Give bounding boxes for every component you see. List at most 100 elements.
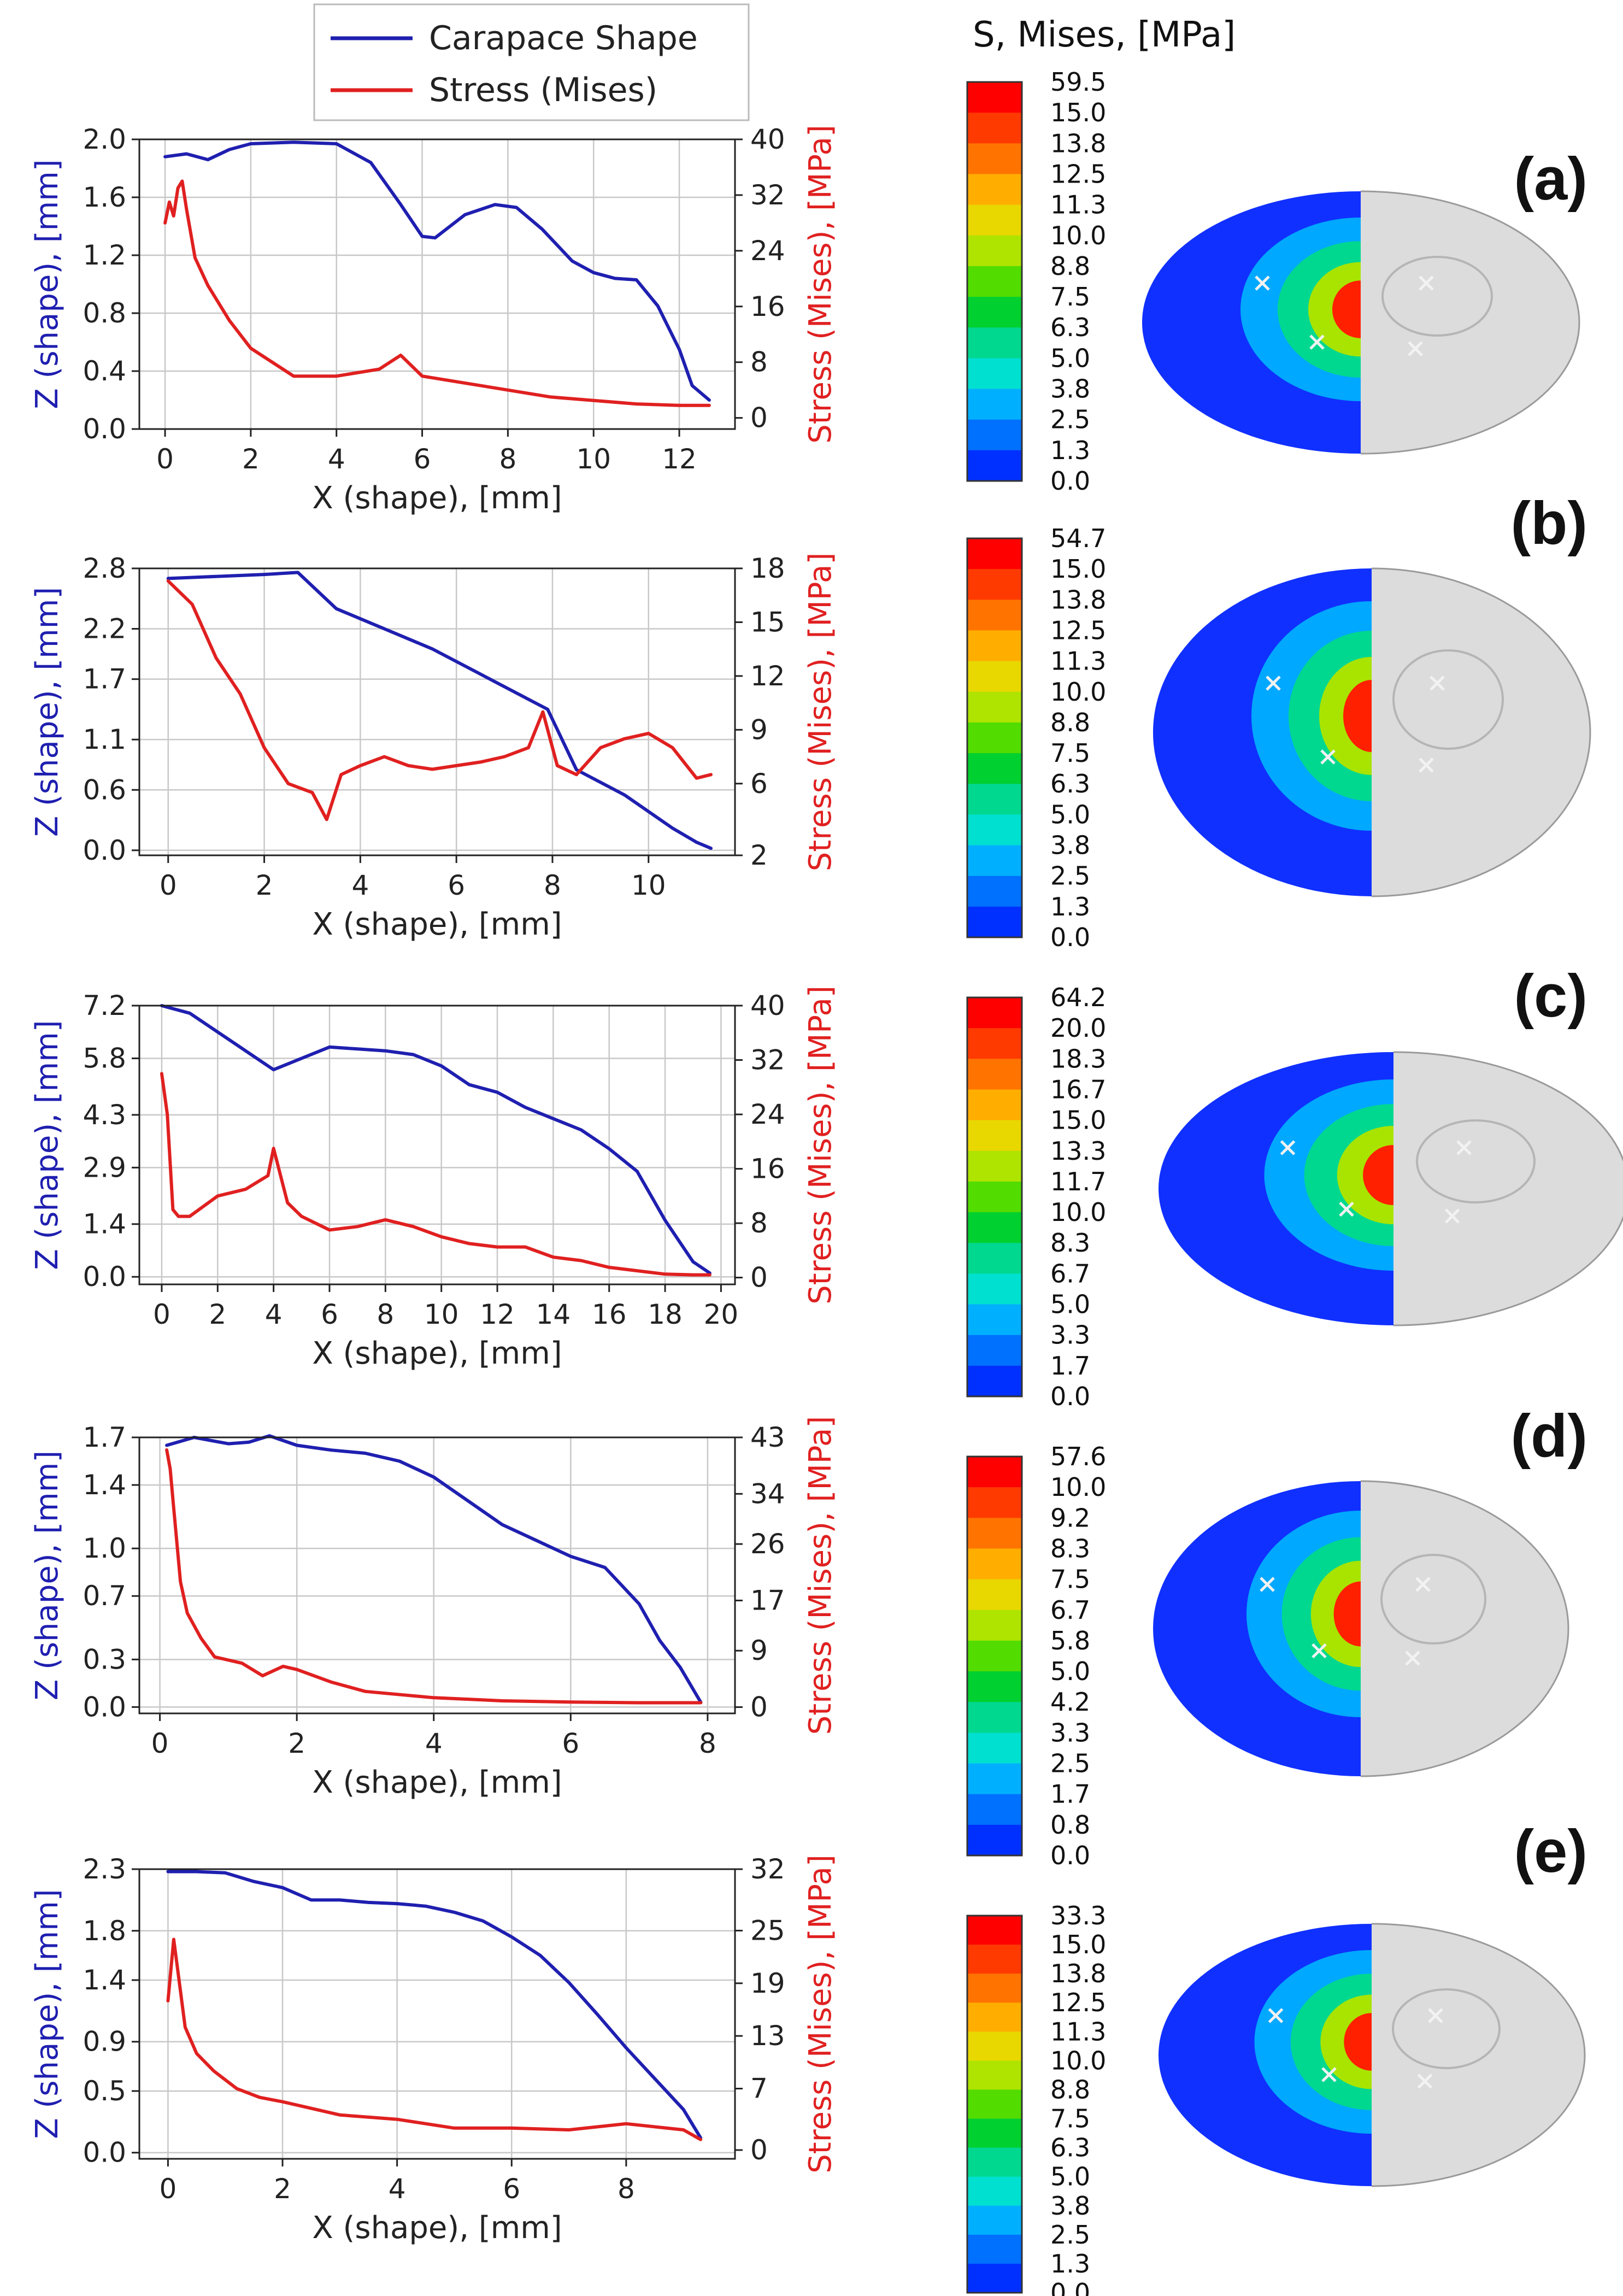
y-tick-label-right: 19	[750, 1968, 785, 1999]
colorbar-segment	[967, 906, 1022, 938]
colorbar-segment	[967, 2060, 1022, 2090]
y-tick-label-right: 25	[750, 1915, 785, 1946]
series-line-carapace-shape	[166, 571, 713, 850]
colorbar-segment	[967, 691, 1022, 723]
colorbar-segment	[967, 1548, 1022, 1580]
carapace-render-a	[1142, 190, 1580, 455]
colorbar-label: 6.7	[1050, 1595, 1090, 1625]
y-tick-label-left: 0.0	[83, 835, 126, 866]
colorbar-label: 5.8	[1050, 1626, 1090, 1655]
probe-marker	[1339, 1201, 1354, 1217]
x-tick-label: 2	[274, 2173, 291, 2205]
y-tick-label-right: 34	[750, 1478, 785, 1510]
colorbar-c: 64.220.018.316.715.013.311.710.08.36.75.…	[966, 983, 1106, 1411]
colorbar-label: 59.5	[1050, 67, 1106, 97]
colorbar-segment	[967, 2118, 1022, 2148]
colorbar-label: 3.3	[1050, 1320, 1090, 1350]
y-tick-label-left: 1.7	[83, 663, 126, 695]
probe-marker	[1309, 334, 1325, 350]
colorbar-segment	[967, 1579, 1022, 1611]
y-tick-label-left: 0.0	[83, 1261, 126, 1293]
x-tick-label: 8	[618, 2173, 635, 2205]
colorbar-label: 3.3	[1050, 1718, 1090, 1747]
colorbar-segment	[967, 600, 1022, 631]
colorbar-label: 0.0	[1050, 466, 1090, 496]
colorbar-segment	[967, 1945, 1022, 1974]
carapace-undeformed-half	[1372, 567, 1591, 897]
carapace-surface-ridge	[1380, 1554, 1486, 1645]
colorbar-d: 57.610.09.28.37.56.75.85.04.23.32.51.70.…	[966, 1442, 1106, 1870]
y-tick-label-right: 32	[750, 179, 785, 211]
colorbar-label: 2.5	[1050, 405, 1090, 434]
probe-marker	[1405, 1651, 1420, 1666]
y-tick-label-left: 0.7	[83, 1580, 126, 1612]
probe-marker	[1280, 1140, 1296, 1155]
probe-marker	[1417, 2074, 1433, 2089]
colorbar-label: 6.3	[1050, 769, 1090, 798]
y-axis-label-right: Stress (Mises), [MPa]	[803, 985, 838, 1304]
panel-label-b: (b)	[1511, 490, 1587, 557]
colorbar-segment	[967, 1457, 1022, 1488]
x-tick-label: 4	[351, 870, 369, 901]
colorbar-a: 59.515.013.812.511.310.08.87.56.35.03.82…	[966, 67, 1106, 496]
colorbar-segment	[967, 630, 1022, 662]
y-tick-label-right: 13	[750, 2020, 785, 2052]
colorbar-segment	[967, 2176, 1022, 2206]
colorbar-label: 13.8	[1050, 1959, 1106, 1988]
colorbar-label: 1.7	[1050, 1780, 1090, 1809]
colorbar-segment	[967, 419, 1022, 451]
y-tick-label-left: 7.2	[83, 990, 126, 1021]
y-tick-label-left: 0.0	[83, 413, 126, 445]
colorbar-label: 0.0	[1050, 1382, 1090, 1411]
plot-area	[139, 139, 735, 429]
colorbar-segment	[967, 235, 1022, 267]
x-axis-label: X (shape), [mm]	[312, 907, 562, 942]
y-tick-label-left: 0.0	[83, 1691, 126, 1723]
colorbar-label: 11.3	[1050, 647, 1106, 676]
colorbar-label: 7.5	[1050, 282, 1090, 312]
colorbar-segment	[967, 2089, 1022, 2119]
colorbar-label: 1.7	[1050, 1351, 1090, 1381]
y-tick-label-right: 8	[750, 1207, 768, 1239]
x-tick-label: 4	[425, 1728, 443, 1759]
colorbar-segment	[967, 814, 1022, 846]
colorbar-segment	[967, 2205, 1022, 2235]
colorbar-label: 8.8	[1050, 708, 1090, 737]
colorbar-label: 0.0	[1050, 923, 1090, 952]
probe-marker	[1419, 757, 1434, 773]
x-tick-label: 6	[414, 443, 431, 475]
colorbar-segment	[967, 997, 1022, 1029]
colorbar-label: 8.3	[1050, 1228, 1090, 1258]
colorbar-label: 15.0	[1050, 554, 1106, 584]
x-tick-label: 6	[448, 870, 465, 901]
colorbar-segment	[967, 1733, 1022, 1764]
y-tick-label-left: 2.8	[83, 553, 126, 584]
plot-area	[139, 1869, 735, 2159]
carapace-stress-half	[1153, 1481, 1361, 1776]
y-tick-label-left: 1.2	[83, 239, 126, 271]
plot-frame	[138, 1005, 736, 1285]
x-tick-label: 6	[503, 2173, 520, 2205]
carapace-surface-ridge	[1381, 256, 1493, 337]
y-axis-label-left: Z (shape), [mm]	[30, 159, 65, 409]
colorbar-segment	[967, 297, 1022, 328]
colorbar-label: 16.7	[1050, 1074, 1106, 1104]
x-tick-label: 0	[159, 2173, 177, 2205]
colorbar-label: 3.8	[1050, 831, 1090, 860]
plot-area	[139, 568, 735, 855]
colorbar-b: 54.715.013.812.511.310.08.87.56.35.03.82…	[966, 524, 1106, 952]
probe-marker	[1428, 2008, 1443, 2023]
series-line-carapace-shape	[166, 1870, 703, 2140]
carapace-stress-half	[1142, 191, 1361, 454]
colorbar-label: 64.2	[1050, 983, 1106, 1012]
colorbar-segment	[967, 1916, 1022, 1945]
colorbar-label: 3.8	[1050, 2191, 1090, 2221]
colorbar-segment	[967, 845, 1022, 877]
y-tick-label-left: 5.8	[83, 1042, 126, 1074]
y-tick-label-right: 40	[750, 124, 785, 155]
y-tick-label-right: 0	[750, 2134, 768, 2166]
colorbar-label: 12.5	[1050, 1988, 1106, 2017]
y-tick-label-right: 24	[750, 1099, 785, 1130]
colorbar-label: 8.8	[1050, 2075, 1090, 2104]
colorbar-label: 11.7	[1050, 1167, 1106, 1196]
